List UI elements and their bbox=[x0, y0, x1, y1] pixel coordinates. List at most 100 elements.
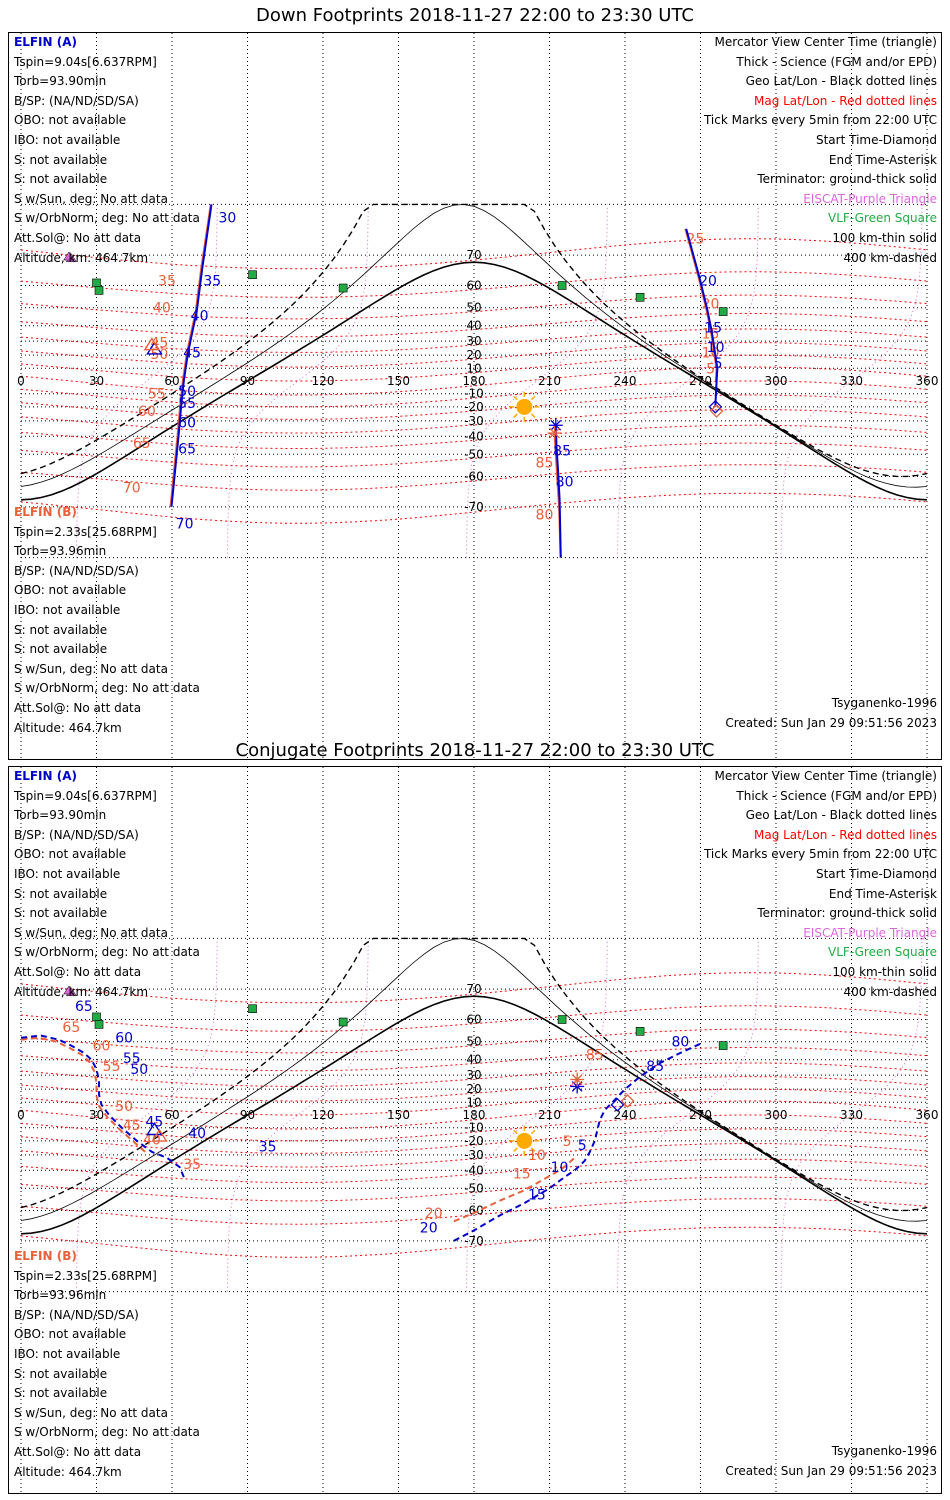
elfin-b-tick-label: 40 bbox=[153, 301, 171, 317]
created-label: Created: Sun Jan 29 09:51:56 2023 bbox=[725, 716, 937, 730]
legend-item: Geo Lat/Lon - Black dotted lines bbox=[745, 74, 937, 89]
vlf-station-marker bbox=[338, 283, 348, 293]
elfin-b-line: OBO: not available bbox=[14, 583, 127, 598]
conjugate-footprints-title: Conjugate Footprints 2018-11-27 22:00 to… bbox=[235, 740, 715, 761]
vlf-station-marker bbox=[92, 1012, 101, 1022]
mag-latitude-line bbox=[20, 1076, 928, 1102]
elfin-b-header: ELFIN (B) bbox=[14, 1249, 77, 1263]
mag-latitude-line bbox=[20, 1100, 928, 1130]
elfin-a-line: S w/OrbNorm, deg: No att data bbox=[14, 211, 200, 226]
elfin-b-line: S: not available bbox=[14, 642, 108, 657]
elfin-a-line: Att.Sol@: No att data bbox=[14, 964, 142, 979]
down-footprints-title: Down Footprints 2018-11-27 22:00 to 23:3… bbox=[256, 5, 694, 26]
elfin-a-header: ELFIN (A) bbox=[14, 35, 77, 49]
conjugate-footprints-panel: 0 30 60 90 120 150 180 210 240 270 300 330 360 70 60 50… bbox=[8, 766, 942, 1494]
elfin-b-tick-label: 60 bbox=[93, 1039, 111, 1055]
elfin-b-header: ELFIN (B) bbox=[14, 505, 77, 519]
longitude-tick-label: 210 bbox=[538, 374, 561, 388]
latitude-tick-label: -70 bbox=[464, 1234, 484, 1248]
latitude-tick-label: 50 bbox=[466, 301, 481, 315]
latitude-tick-label: -60 bbox=[464, 469, 484, 483]
legend-item: Start Time-Diamond bbox=[815, 132, 937, 147]
vlf-station-marker bbox=[94, 286, 104, 295]
latitude-tick-label: -40 bbox=[464, 429, 484, 443]
elfin-b-tick-label: 15 bbox=[702, 327, 720, 343]
elfin-b-line: S w/Sun, deg: No att data bbox=[14, 1405, 168, 1420]
elfin-a-tick-label: 60 bbox=[115, 1031, 133, 1047]
longitude-tick-label: 60 bbox=[164, 1108, 179, 1122]
latitude-tick-label: -30 bbox=[464, 414, 484, 428]
elfin-a-info: ELFIN (A) Tspin=9.04s[6.637RPM] Torb=93.… bbox=[14, 767, 200, 1002]
mag-longitude-line bbox=[75, 204, 218, 558]
legend-item: End Time-Asterisk bbox=[828, 152, 937, 167]
longitude-tick-label: 300 bbox=[765, 374, 788, 388]
created-label: Created: Sun Jan 29 09:51:56 2023 bbox=[725, 1464, 937, 1478]
mag-latitude-line bbox=[20, 1062, 928, 1087]
elfin-b-line: Tspin=2.33s[25.68RPM] bbox=[14, 524, 157, 539]
elfin-b-tick-label: 85 bbox=[586, 1048, 604, 1064]
sun-ray bbox=[513, 395, 518, 401]
mag-latitude-line bbox=[20, 366, 928, 396]
latitude-tick-label: 60 bbox=[466, 1013, 481, 1027]
elfin-a-line: S: not available bbox=[14, 886, 108, 901]
elfin-b-tick-label: 55 bbox=[103, 1059, 121, 1075]
elfin-a-tick-label: 20 bbox=[420, 1220, 438, 1236]
vlf-station-marker bbox=[92, 278, 101, 288]
elfin-a-tick-label: 30 bbox=[218, 211, 236, 227]
elfin-b-track-line bbox=[453, 1157, 576, 1223]
elfin-a-line: Att.Sol@: No att data bbox=[14, 230, 142, 245]
legend-item: Thick - Science (FGM and/or EPD) bbox=[736, 788, 937, 803]
elfin-b-line: IBO: not available bbox=[14, 602, 121, 617]
elfin-b-line: Altitude: 464.7km bbox=[14, 1464, 122, 1479]
elfin-a-line: Altitude, km: 464.7km bbox=[14, 984, 149, 999]
latitude-tick-label: -50 bbox=[464, 1181, 484, 1195]
latitude-tick-label: 20 bbox=[466, 1082, 481, 1096]
longitude-tick-label: 90 bbox=[240, 374, 255, 388]
mag-latitude-line bbox=[20, 342, 928, 368]
elfin-b-start-diamond bbox=[620, 1094, 635, 1108]
mag-longitude-line bbox=[465, 204, 608, 558]
terminator-400km-line bbox=[20, 203, 928, 478]
mag-longitude-line bbox=[226, 204, 369, 558]
longitude-tick-label: 180 bbox=[463, 1108, 486, 1122]
elfin-b-line: Tspin=2.33s[25.68RPM] bbox=[14, 1268, 157, 1283]
elfin-a-tick-label: 65 bbox=[75, 999, 93, 1015]
longitude-tick-label: 240 bbox=[614, 1108, 637, 1122]
latitude-tick-label: 30 bbox=[466, 1068, 481, 1082]
mag-longitude-line bbox=[75, 938, 218, 1292]
elfin-b-info: ELFIN (B) Tspin=2.33s[25.68RPM] Torb=93.… bbox=[14, 503, 200, 738]
vlf-station-marker bbox=[635, 1027, 645, 1036]
legend-item: EISCAT-Purple Triangle bbox=[803, 191, 937, 206]
sun-icon bbox=[516, 398, 533, 415]
model-label: Tsyganenko-1996 bbox=[831, 1444, 937, 1458]
longitude-tick-label: 90 bbox=[240, 1108, 255, 1122]
elfin-a-tick-label: 20 bbox=[699, 273, 717, 289]
longitude-tick-label: 270 bbox=[689, 374, 712, 388]
mag-latitude-line bbox=[20, 442, 928, 468]
elfin-a-start-diamond bbox=[610, 1097, 625, 1112]
vlf-station-marker bbox=[718, 307, 728, 316]
model-label: Tsyganenko-1996 bbox=[831, 696, 937, 710]
mag-longitude-line bbox=[226, 938, 369, 1292]
longitude-tick-label: 0 bbox=[17, 374, 25, 388]
elfin-b-line: Att.Sol@: No att data bbox=[14, 700, 142, 715]
latitude-tick-label: 20 bbox=[466, 348, 481, 362]
legend-item: VLF-Green Square bbox=[828, 211, 937, 226]
longitude-tick-label: 210 bbox=[538, 1108, 561, 1122]
elfin-b-tick-label: 60 bbox=[138, 404, 156, 420]
elfin-b-line: B/SP: (NA/ND/SD/SA) bbox=[14, 1307, 139, 1322]
sun-ray bbox=[513, 413, 518, 418]
elfin-a-line: S: not available bbox=[14, 152, 108, 167]
legend-item: VLF-Green Square bbox=[828, 945, 937, 960]
mag-latitude-line bbox=[20, 1226, 928, 1258]
elfin-b-line: S w/Sun, deg: No att data bbox=[14, 661, 168, 676]
vlf-station-marker bbox=[94, 1020, 104, 1029]
elfin-a-tick-label: 85 bbox=[553, 443, 571, 459]
mag-latitude-line bbox=[20, 1088, 928, 1116]
elfin-b-tick-label: 15 bbox=[513, 1167, 531, 1183]
legend-item: Mag Lat/Lon - Red dotted lines bbox=[753, 93, 937, 108]
latitude-tick-label: 50 bbox=[466, 1035, 481, 1049]
mag-longitude-line bbox=[780, 204, 923, 558]
mag-latitude-line bbox=[20, 492, 928, 524]
elfin-a-line: IBO: not available bbox=[14, 866, 121, 881]
